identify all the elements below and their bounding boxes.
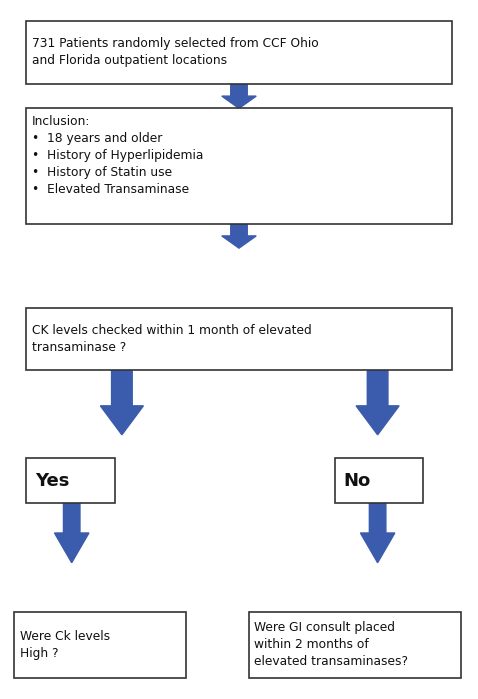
FancyBboxPatch shape [26,21,452,84]
Polygon shape [360,503,395,563]
FancyBboxPatch shape [335,458,423,503]
FancyBboxPatch shape [26,108,452,224]
Text: Inclusion:
•  18 years and older
•  History of Hyperlipidemia
•  History of Stat: Inclusion: • 18 years and older • Histor… [32,115,204,196]
Text: CK levels checked within 1 month of elevated
transaminase ?: CK levels checked within 1 month of elev… [32,324,312,354]
Polygon shape [356,370,399,435]
FancyBboxPatch shape [26,458,115,503]
Text: 731 Patients randomly selected from CCF Ohio
and Florida outpatient locations: 731 Patients randomly selected from CCF … [32,38,319,67]
FancyBboxPatch shape [26,308,452,370]
Polygon shape [54,503,89,563]
FancyBboxPatch shape [249,612,461,678]
Text: Were GI consult placed
within 2 months of
elevated transaminases?: Were GI consult placed within 2 months o… [254,621,408,668]
Polygon shape [222,224,256,248]
Polygon shape [100,370,143,435]
Text: Yes: Yes [35,472,69,489]
FancyBboxPatch shape [14,612,186,678]
Text: No: No [343,472,370,489]
Polygon shape [222,84,256,108]
Text: Were Ck levels
High ?: Were Ck levels High ? [20,630,110,660]
